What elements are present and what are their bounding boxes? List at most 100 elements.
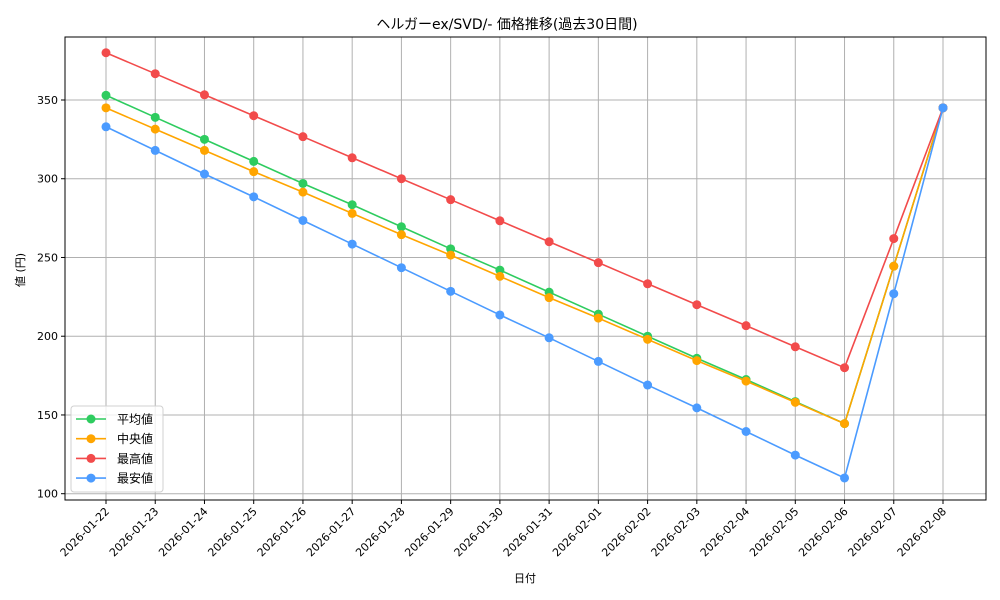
data-point-marker (446, 244, 456, 254)
x-axis-label: 日付 (514, 572, 536, 585)
data-point-marker (298, 132, 308, 142)
legend-label: 最安値 (117, 471, 153, 486)
legend-box (70, 405, 164, 493)
x-tick-label: 2026-01-31 (501, 505, 555, 559)
data-point-marker (840, 419, 850, 429)
y-axis-label: 値 (円) (14, 253, 27, 287)
data-point-marker (101, 48, 111, 58)
data-point-marker (495, 265, 505, 275)
legend-label: 平均値 (117, 412, 153, 427)
data-point-marker (889, 289, 899, 299)
legend-item: 最安値 (76, 471, 153, 486)
x-tick-label: 2026-01-29 (402, 505, 456, 559)
data-point-marker (347, 153, 357, 163)
data-point-marker (249, 111, 259, 121)
legend-marker-icon (86, 453, 96, 463)
y-axis: 100 150 200 250 300 350 (37, 94, 65, 501)
data-point-marker (101, 103, 111, 113)
data-point-marker (593, 313, 603, 323)
y-tick-label: 100 (37, 488, 58, 501)
legend-label: 中央値 (117, 431, 153, 446)
data-point-marker (840, 473, 850, 483)
legend-item: 最高値 (76, 451, 153, 466)
series-lines (101, 48, 948, 483)
data-point-marker (692, 300, 702, 310)
x-tick-label: 2026-01-26 (255, 505, 309, 559)
data-point-marker (593, 258, 603, 268)
x-tick-label: 2026-01-24 (156, 505, 210, 559)
data-point-marker (593, 356, 603, 366)
legend-marker-icon (86, 414, 96, 424)
x-tick-label: 2026-01-22 (58, 505, 112, 559)
x-tick-label: 2026-02-07 (845, 505, 899, 559)
legend-marker-icon (86, 434, 96, 444)
y-tick-label: 200 (37, 330, 58, 343)
x-tick-label: 2026-02-04 (698, 505, 752, 559)
data-point-marker (249, 192, 259, 202)
data-point-marker (741, 376, 751, 386)
data-point-marker (446, 286, 456, 296)
x-tick-label: 2026-01-28 (353, 505, 407, 559)
data-point-marker (150, 124, 160, 134)
data-point-marker (249, 156, 259, 166)
data-point-marker (495, 216, 505, 226)
data-point-marker (396, 222, 406, 232)
data-point-marker (396, 174, 406, 184)
data-point-marker (495, 310, 505, 320)
data-point-marker (199, 134, 209, 144)
x-tick-label: 2026-02-01 (550, 505, 604, 559)
series-1 (101, 103, 948, 429)
series-line (105, 52, 944, 369)
x-tick-label: 2026-01-23 (107, 505, 161, 559)
x-tick-label: 2026-02-02 (599, 505, 653, 559)
data-point-marker (446, 195, 456, 205)
x-tick-label: 2026-02-08 (895, 505, 949, 559)
data-point-marker (938, 103, 948, 113)
x-axis: 2026-01-222026-01-232026-01-242026-01-25… (58, 500, 949, 559)
data-point-marker (544, 333, 554, 343)
x-tick-label: 2026-01-27 (304, 505, 358, 559)
series-0 (101, 90, 948, 429)
data-point-marker (889, 234, 899, 244)
x-tick-label: 2026-02-03 (649, 505, 703, 559)
series-3 (101, 103, 948, 483)
data-point-marker (298, 215, 308, 225)
data-point-marker (347, 239, 357, 249)
legend-item: 平均値 (76, 412, 153, 427)
data-point-marker (544, 293, 554, 303)
data-point-marker (101, 90, 111, 100)
data-point-marker (347, 208, 357, 218)
data-point-marker (790, 397, 800, 407)
data-point-marker (150, 112, 160, 122)
series-line (105, 107, 944, 425)
data-point-marker (692, 356, 702, 366)
legend-label: 最高値 (117, 451, 153, 466)
y-tick-label: 300 (37, 173, 58, 186)
data-point-marker (199, 145, 209, 155)
data-point-marker (790, 450, 800, 460)
data-point-marker (396, 263, 406, 273)
data-point-marker (741, 426, 751, 436)
series-line (105, 107, 944, 480)
data-point-marker (199, 169, 209, 179)
data-point-marker (199, 90, 209, 100)
series-line (105, 94, 944, 425)
data-point-marker (840, 363, 850, 373)
data-point-marker (298, 178, 308, 188)
data-point-marker (544, 237, 554, 247)
data-point-marker (495, 271, 505, 281)
data-point-marker (101, 122, 111, 132)
data-point-marker (150, 69, 160, 79)
data-point-marker (643, 334, 653, 344)
y-tick-label: 150 (37, 409, 58, 422)
y-tick-label: 350 (37, 94, 58, 107)
x-tick-label: 2026-02-05 (747, 505, 801, 559)
grid-lines (65, 37, 986, 500)
data-point-marker (298, 187, 308, 197)
data-point-marker (396, 230, 406, 240)
chart-title: ヘルガーex/SVD/- 価格推移(過去30日間) (376, 17, 637, 33)
data-point-marker (692, 403, 702, 413)
